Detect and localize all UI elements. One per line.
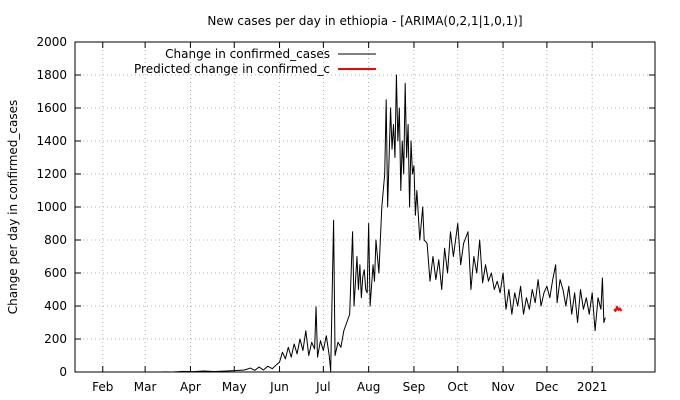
series-lines — [162, 74, 623, 373]
y-tick-label: 1000 — [36, 200, 67, 214]
legend: Change in confirmed_cases Predicted chan… — [134, 47, 376, 76]
series-line-actual — [162, 74, 606, 373]
y-tick-label: 800 — [44, 233, 67, 247]
series-line-predicted — [613, 305, 623, 312]
y-axis-label: Change per day in confirmed_cases — [6, 100, 20, 315]
x-tick-label: Feb — [92, 380, 113, 394]
x-tick-label: Jun — [269, 380, 289, 394]
x-tick-label: Mar — [134, 380, 157, 394]
y-tick-label: 1600 — [36, 101, 67, 115]
y-tick-label: 0 — [59, 365, 67, 379]
chart-title: New cases per day in ethiopia - [ARIMA(0… — [207, 14, 522, 28]
x-tick-label: Dec — [535, 380, 558, 394]
y-tick-label: 2000 — [36, 35, 67, 49]
x-tick-label: Aug — [357, 380, 380, 394]
y-tick-label: 1400 — [36, 134, 67, 148]
y-tick-label: 1800 — [36, 68, 67, 82]
axis-ticks: 0 200 400 600 800 1000 1200 1400 1600 1800 2000 Feb… — [36, 35, 655, 394]
x-tick-label: Sep — [403, 380, 426, 394]
y-tick-label: 200 — [44, 332, 67, 346]
plot-frame — [74, 41, 656, 373]
x-tick-label: Oct — [447, 380, 468, 394]
x-tick-label: Jul — [315, 380, 330, 394]
x-tick-label: 2021 — [577, 380, 608, 394]
legend-label-predicted: Predicted change in confirmed_c — [134, 62, 330, 76]
x-tick-label: Apr — [180, 380, 201, 394]
x-tick-label: Nov — [491, 380, 514, 394]
grid — [75, 42, 655, 372]
y-tick-label: 600 — [44, 266, 67, 280]
y-tick-label: 1200 — [36, 167, 67, 181]
x-tick-label: May — [222, 380, 247, 394]
y-tick-label: 400 — [44, 299, 67, 313]
legend-label-actual: Change in confirmed_cases — [165, 47, 330, 61]
